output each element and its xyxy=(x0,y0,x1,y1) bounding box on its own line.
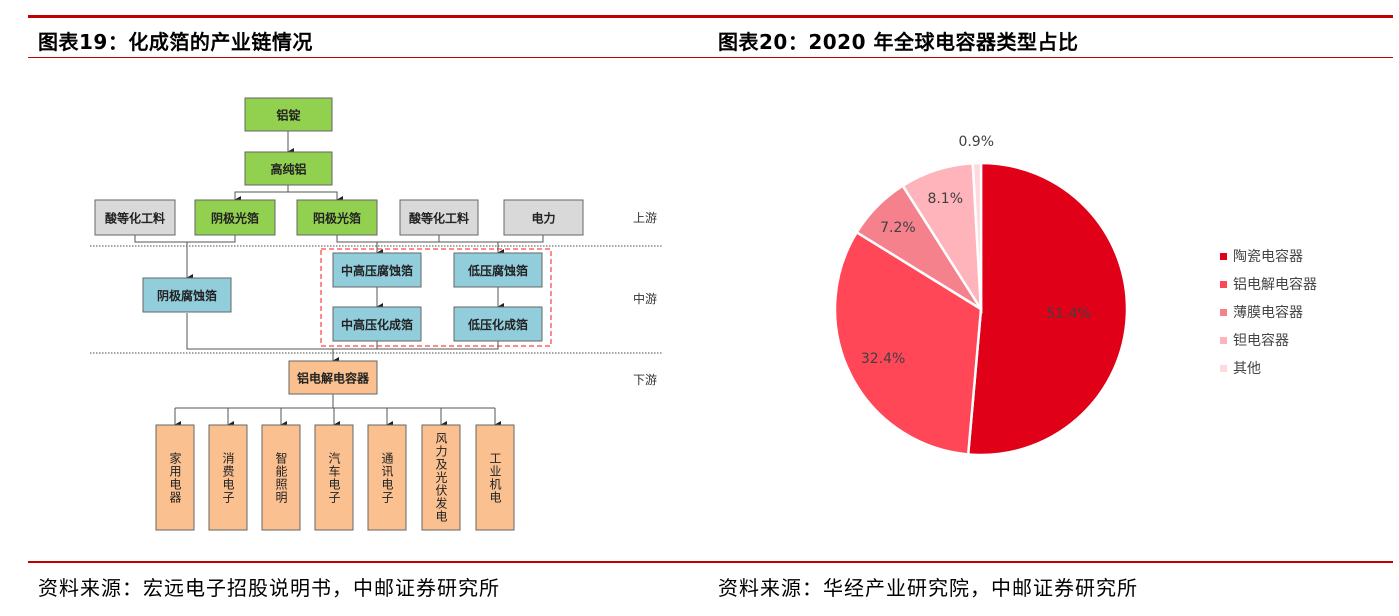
node-label: 低压腐蚀箔 xyxy=(467,263,528,278)
connector-line xyxy=(234,185,289,204)
application-label: 风力及光伏发电 xyxy=(434,432,448,523)
pie-slice xyxy=(971,161,983,310)
application-node-label-wrap: 通讯电子 xyxy=(368,425,406,530)
application-label: 汽车电子 xyxy=(327,451,341,504)
left-source: 资料来源：宏远电子招股说明书，中邮证券研究所 xyxy=(38,576,500,600)
pie-data-label: 8.1% xyxy=(927,191,963,207)
application-label: 消费电子 xyxy=(221,451,235,504)
node-label: 酸等化工料 xyxy=(105,211,165,226)
legend-item: 其他 xyxy=(1220,354,1317,382)
application-node-label-wrap: 家用电器 xyxy=(156,425,194,530)
diagram-node: 铝电解电容器 xyxy=(288,360,378,395)
diagram-node xyxy=(367,424,407,531)
legend-swatch xyxy=(1220,252,1227,260)
node-label: 铝锭 xyxy=(276,108,300,123)
node-label: 阴极光箔 xyxy=(211,211,259,226)
application-node-label-wrap: 工业机电 xyxy=(476,425,514,530)
diagram-node xyxy=(155,424,195,531)
diagram-node: 酸等化工料 xyxy=(399,199,479,236)
diagram-node xyxy=(421,424,461,531)
diagram-node xyxy=(475,424,515,531)
node-label: 高纯铝 xyxy=(270,162,306,177)
node-label: 酸等化工料 xyxy=(409,211,469,226)
application-node-label-wrap: 汽车电子 xyxy=(315,425,353,530)
legend-label: 铝电解电容器 xyxy=(1233,277,1317,293)
connector-line xyxy=(288,191,343,204)
legend-label: 其他 xyxy=(1233,361,1261,377)
connector-line xyxy=(186,313,499,350)
pie-slice xyxy=(966,161,1129,457)
diagram-node: 阴极光箔 xyxy=(194,199,276,236)
diagram-node: 电力 xyxy=(503,199,584,236)
right-figure-title: 图表20：2020 年全球电容器类型占比 xyxy=(718,30,1079,54)
legend-item: 陶瓷电容器 xyxy=(1220,242,1317,270)
legend-item: 薄膜电容器 xyxy=(1220,298,1317,326)
node-label: 电力 xyxy=(531,211,555,226)
connector-line xyxy=(498,235,544,243)
diagram-node: 低压腐蚀箔 xyxy=(453,252,543,288)
diagram-node: 中高压化成箔 xyxy=(332,306,422,342)
application-node-label-wrap: 消费电子 xyxy=(209,425,247,530)
left-figure-title: 图表19：化成箔的产业链情况 xyxy=(38,30,313,54)
diagram-node: 中高压腐蚀箔 xyxy=(332,252,422,288)
application-node-label-wrap: 智能照明 xyxy=(262,425,300,530)
pie-data-label: 32.4% xyxy=(861,351,905,367)
pie-legend: 陶瓷电容器铝电解电容器 薄膜电容器钽电容器其他 xyxy=(1220,242,1317,382)
bottom-rule xyxy=(28,561,1393,563)
diagram-node: 低压化成箔 xyxy=(453,306,543,342)
legend-swatch xyxy=(1220,364,1227,372)
pie-data-label: 0.9% xyxy=(958,134,994,150)
legend-label: 薄膜电容器 xyxy=(1233,305,1303,321)
diagram-node xyxy=(208,424,248,531)
diagram-node: 高纯铝 xyxy=(244,151,333,186)
connector-line xyxy=(134,235,236,243)
application-label: 家用电器 xyxy=(168,451,182,504)
legend-label: 钽电容器 xyxy=(1233,333,1289,349)
right-source: 资料来源：华经产业研究院，中邮证券研究所 xyxy=(718,576,1138,600)
pie-slice xyxy=(855,184,983,311)
application-label: 通讯电子 xyxy=(380,451,394,504)
diagram-node xyxy=(261,424,301,531)
diagram-node: 铝锭 xyxy=(244,97,333,132)
legend-swatch xyxy=(1220,336,1227,344)
node-label: 铝电解电容器 xyxy=(297,371,370,386)
pie-data-label: 51.4% xyxy=(1046,306,1090,322)
application-node-label-wrap: 风力及光伏发电 xyxy=(422,425,460,530)
stage-label: 中游 xyxy=(633,291,657,306)
node-label: 中高压腐蚀箔 xyxy=(341,263,413,278)
application-label: 智能照明 xyxy=(274,451,288,504)
legend-swatch xyxy=(1220,280,1227,288)
legend-item: 铝电解电容器 xyxy=(1220,270,1317,298)
pie-slice xyxy=(901,161,983,314)
legend-label: 陶瓷电容器 xyxy=(1233,249,1303,265)
pie-data-label: 7.2% xyxy=(880,220,916,236)
legend-swatch xyxy=(1220,308,1227,316)
application-label: 工业机电 xyxy=(488,451,502,504)
diagram-node: 阳极光箔 xyxy=(296,199,378,236)
title-underline xyxy=(28,57,1393,58)
highlight-box xyxy=(320,248,552,347)
stage-label: 下游 xyxy=(633,373,657,387)
node-label: 阳极光箔 xyxy=(313,211,361,226)
legend-item: 钽电容器 xyxy=(1220,326,1317,354)
diagram-node xyxy=(314,424,354,531)
connector-line xyxy=(336,235,498,243)
pie-slice xyxy=(833,230,983,456)
node-label: 中高压化成箔 xyxy=(341,317,413,332)
top-rule xyxy=(28,15,1393,18)
node-label: 阴极腐蚀箔 xyxy=(157,288,217,303)
diagram-node: 酸等化工料 xyxy=(94,199,176,236)
stage-label: 上游 xyxy=(633,211,657,225)
node-label: 低压化成箔 xyxy=(467,317,528,332)
diagram-node: 阴极腐蚀箔 xyxy=(142,277,232,313)
